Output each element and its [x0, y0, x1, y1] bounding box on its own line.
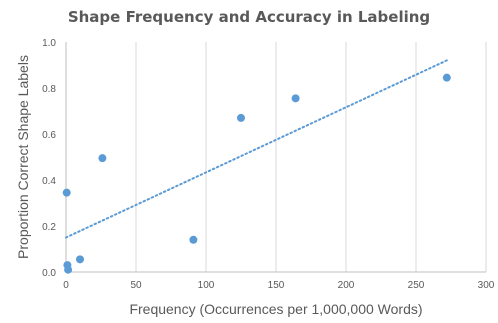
trendline-group: [65, 59, 448, 239]
trendline: [65, 59, 448, 239]
data-point: [189, 235, 198, 244]
y-tick-label: 0.4: [42, 176, 56, 187]
y-tick-label: 0.8: [42, 84, 56, 95]
x-tick-label: 200: [338, 280, 355, 291]
x-tick-label: 50: [130, 280, 142, 291]
data-point: [62, 188, 71, 197]
x-axis-label: Frequency (Occurrences per 1,000,000 Wor…: [129, 301, 422, 317]
y-tick-label: 1.0: [42, 38, 56, 49]
y-tick-label: 0.2: [42, 222, 56, 233]
x-tick-label: 300: [478, 280, 495, 291]
data-points: [62, 73, 451, 274]
x-tick-label: 100: [198, 280, 215, 291]
y-tick-labels: 0.0 0.2 0.4 0.6 0.8 1.0: [42, 38, 56, 279]
gridlines: [135, 42, 487, 272]
x-tick-label: 0: [63, 280, 69, 291]
data-point: [76, 255, 84, 264]
y-axis-label: Proportion Correct Shape Labels: [15, 55, 31, 259]
x-tick-label: 250: [408, 280, 425, 291]
chart-title: Shape Frequency and Accuracy in Labeling: [68, 8, 430, 26]
axes: [65, 42, 486, 273]
data-point: [237, 113, 245, 122]
data-point: [64, 265, 73, 274]
x-tick-labels: 0 50 100 150 200 250 300: [63, 280, 495, 291]
y-tick-label: 0.0: [42, 268, 56, 279]
x-tick-label: 150: [268, 280, 285, 291]
data-point: [291, 94, 300, 103]
data-point: [98, 154, 107, 163]
data-point: [442, 73, 451, 82]
y-tick-label: 0.6: [42, 130, 56, 141]
